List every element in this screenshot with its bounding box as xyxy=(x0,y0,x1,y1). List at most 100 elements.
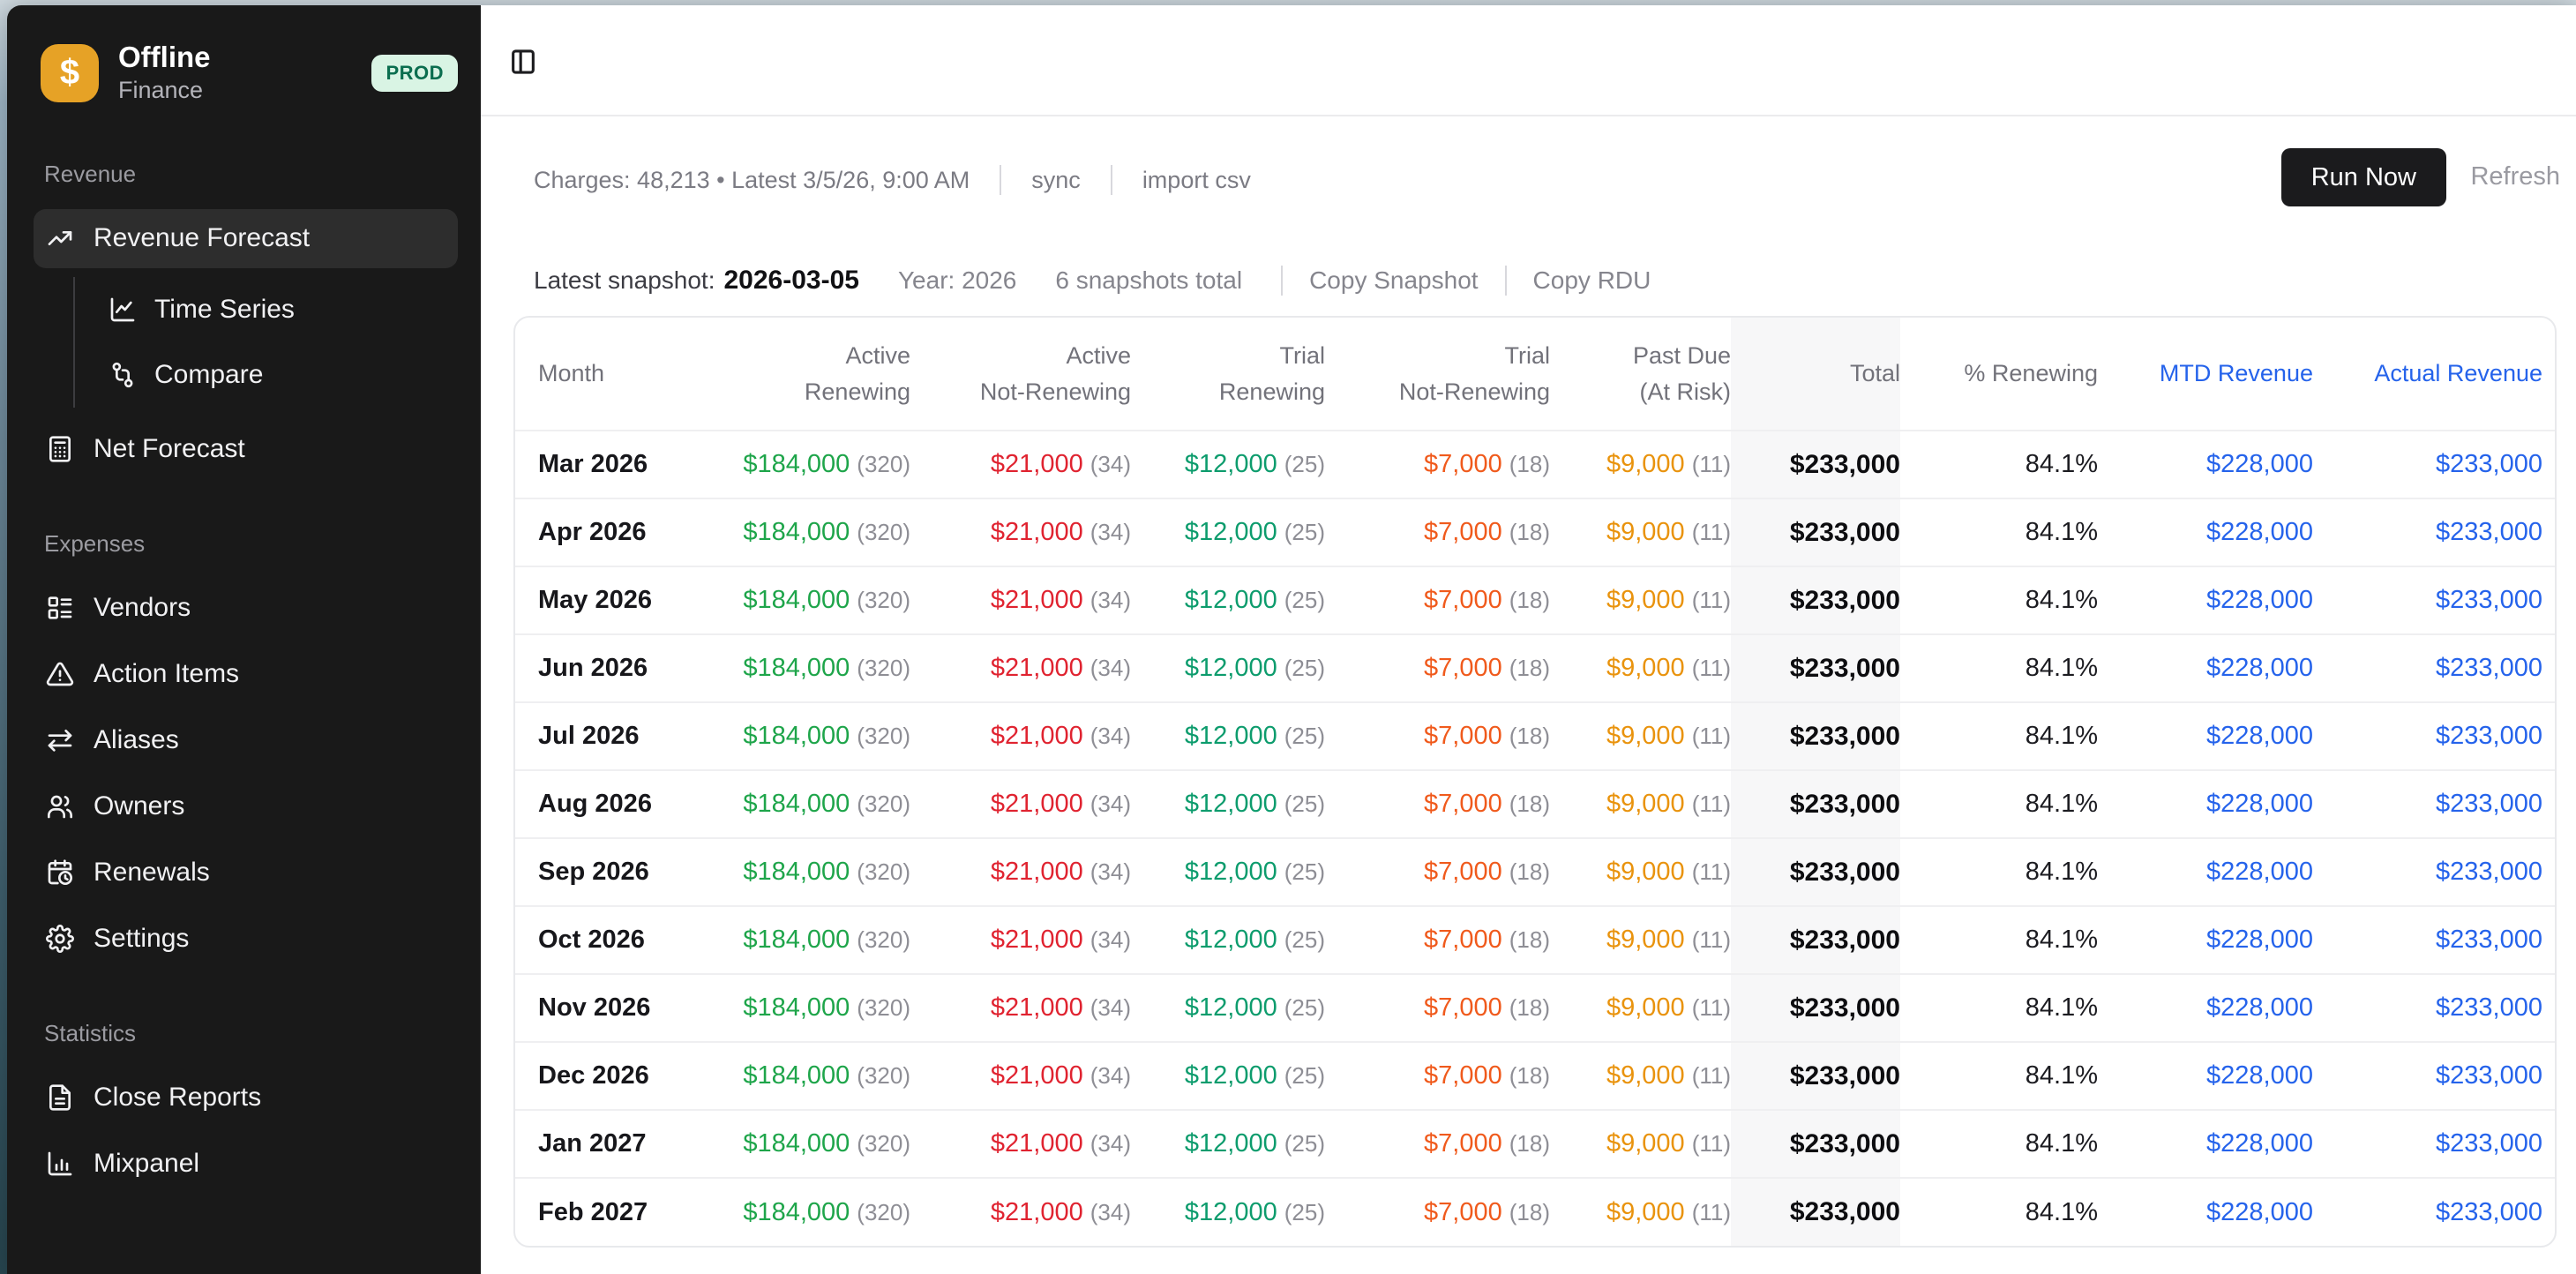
cell-month: Mar 2026 xyxy=(538,450,648,478)
cell-trial_renewing: $12,000 (25) xyxy=(1184,926,1325,954)
cell-past_due: $9,000 (11) xyxy=(1606,1061,1731,1090)
table-header-row: Month Active Renewing Active Not-Renewing T… xyxy=(515,318,2555,431)
run-now-button[interactable]: Run Now xyxy=(2280,148,2446,206)
charges-row: Charges: 48,213 • Latest 3/5/26, 9:00 AM… xyxy=(534,152,2276,208)
sidebar-item-mixpanel[interactable]: Mixpanel xyxy=(34,1135,458,1194)
refresh-button[interactable]: Refresh xyxy=(2470,162,2560,191)
cell-past_due: $9,000 (11) xyxy=(1606,1129,1731,1158)
cell-pct_renewing: 84.1% xyxy=(2025,1129,2098,1158)
cell-trial_not_renewing: $7,000 (18) xyxy=(1424,722,1550,750)
app-window: $ Offline Finance PROD Revenue Revenue F… xyxy=(7,5,2576,1274)
cell-mtd_revenue[interactable]: $228,000 xyxy=(2206,450,2313,478)
revenue-forecast-sublist: Time Series Compare xyxy=(73,276,458,408)
cell-past_due: $9,000 (11) xyxy=(1606,518,1731,546)
sync-link[interactable]: sync xyxy=(1031,166,1081,193)
cell-past_due: $9,000 (11) xyxy=(1606,722,1731,750)
cell-mtd_revenue[interactable]: $228,000 xyxy=(2206,858,2313,886)
column-header-actual_revenue[interactable]: Actual Revenue xyxy=(2374,360,2542,387)
column-header-mtd_revenue[interactable]: MTD Revenue xyxy=(2159,360,2313,387)
table-row: Jan 2027 $184,000 (320) $21,000 (34) $12,000(… xyxy=(515,1110,2555,1178)
sidebar-item-net-forecast[interactable]: Net Forecast xyxy=(34,420,458,479)
table-row: Oct 2026 $184,000 (320) $21,000 (34) $12,000(… xyxy=(515,906,2555,974)
cell-month: Apr 2026 xyxy=(538,518,647,546)
cell-trial_not_renewing: $7,000 (18) xyxy=(1424,450,1550,478)
sidebar-item-label: Vendors xyxy=(94,593,191,623)
cell-actual_revenue[interactable]: $233,000 xyxy=(2436,790,2542,818)
cell-pct_renewing: 84.1% xyxy=(2025,1061,2098,1090)
cell-mtd_revenue[interactable]: $228,000 xyxy=(2206,722,2313,750)
cell-actual_revenue[interactable]: $233,000 xyxy=(2436,858,2542,886)
column-header-pct_renewing: % Renewing xyxy=(1964,360,2098,387)
cell-trial_not_renewing: $7,000 (18) xyxy=(1424,993,1550,1022)
cell-past_due: $9,000 (11) xyxy=(1606,654,1731,682)
cell-active_not_renewing: $21,000 (34) xyxy=(990,450,1131,478)
cell-mtd_revenue[interactable]: $228,000 xyxy=(2206,586,2313,614)
dollar-logo-icon: $ xyxy=(41,43,99,102)
sidebar-item-renewals[interactable]: Renewals xyxy=(34,843,458,903)
cell-actual_revenue[interactable]: $233,000 xyxy=(2436,518,2542,546)
cell-mtd_revenue[interactable]: $228,000 xyxy=(2206,1061,2313,1090)
cell-mtd_revenue[interactable]: $228,000 xyxy=(2206,1197,2313,1226)
sidebar-item-label: Settings xyxy=(94,924,190,954)
copy-rdu-button[interactable]: Copy RDU xyxy=(1532,266,1651,294)
cell-trial_renewing: $12,000 (25) xyxy=(1184,1197,1325,1226)
cell-active_renewing: $184,000 (320) xyxy=(743,1197,910,1226)
cell-actual_revenue[interactable]: $233,000 xyxy=(2436,654,2542,682)
cell-actual_revenue[interactable]: $233,000 xyxy=(2436,722,2542,750)
cell-pct_renewing: 84.1% xyxy=(2025,858,2098,886)
cell-trial_not_renewing: $7,000 (18) xyxy=(1424,1197,1550,1226)
sidebar-item-aliases[interactable]: Aliases xyxy=(34,711,458,770)
gear-icon xyxy=(46,925,74,954)
sidebar-item-compare[interactable]: Compare xyxy=(75,342,458,408)
cell-pct_renewing: 84.1% xyxy=(2025,993,2098,1022)
sidebar-item-action-items[interactable]: Action Items xyxy=(34,645,458,704)
sidebar-item-close-reports[interactable]: Close Reports xyxy=(34,1068,458,1128)
cell-active_renewing: $184,000 (320) xyxy=(743,586,910,614)
divider xyxy=(1281,266,1284,296)
sidebar-item-owners[interactable]: Owners xyxy=(34,777,458,836)
cell-active_not_renewing: $21,000 (34) xyxy=(990,858,1131,886)
sidebar-item-revenue-forecast[interactable]: Revenue Forecast xyxy=(34,208,458,268)
sidebar-item-time-series[interactable]: Time Series xyxy=(75,277,458,342)
section-label-revenue: Revenue xyxy=(44,160,137,187)
sidebar-item-settings[interactable]: Settings xyxy=(34,910,458,969)
section-label-statistics: Statistics xyxy=(44,1019,137,1046)
column-header-trial_renewing: Trial Renewing xyxy=(1218,342,1325,405)
cell-mtd_revenue[interactable]: $228,000 xyxy=(2206,518,2313,546)
divider xyxy=(1000,165,1002,195)
cell-trial_not_renewing: $7,000 (18) xyxy=(1424,790,1550,818)
cell-trial_not_renewing: $7,000 (18) xyxy=(1424,1129,1550,1158)
cell-mtd_revenue[interactable]: $228,000 xyxy=(2206,654,2313,682)
cell-past_due: $9,000 (11) xyxy=(1606,926,1731,954)
cell-mtd_revenue[interactable]: $228,000 xyxy=(2206,993,2313,1022)
cell-trial_renewing: $12,000 (25) xyxy=(1184,654,1325,682)
cell-active_not_renewing: $21,000 (34) xyxy=(990,926,1131,954)
sidebar-item-vendors[interactable]: Vendors xyxy=(34,579,458,638)
cell-actual_revenue[interactable]: $233,000 xyxy=(2436,1061,2542,1090)
cell-month: Aug 2026 xyxy=(538,790,652,818)
cell-actual_revenue[interactable]: $233,000 xyxy=(2436,926,2542,954)
cell-mtd_revenue[interactable]: $228,000 xyxy=(2206,926,2313,954)
import-csv-link[interactable]: import csv xyxy=(1142,166,1251,193)
cell-month: Jan 2027 xyxy=(538,1129,647,1158)
copy-snapshot-button[interactable]: Copy Snapshot xyxy=(1309,266,1479,294)
cell-active_renewing: $184,000 (320) xyxy=(743,790,910,818)
cell-mtd_revenue[interactable]: $228,000 xyxy=(2206,790,2313,818)
sidebar-toggle-icon[interactable] xyxy=(508,47,538,77)
trending-up-icon xyxy=(46,224,74,252)
git-compare-icon xyxy=(109,361,137,389)
cell-actual_revenue[interactable]: $233,000 xyxy=(2436,586,2542,614)
cell-month: Oct 2026 xyxy=(538,926,645,954)
cell-trial_not_renewing: $7,000 (18) xyxy=(1424,586,1550,614)
cell-actual_revenue[interactable]: $233,000 xyxy=(2436,993,2542,1022)
cell-actual_revenue[interactable]: $233,000 xyxy=(2436,450,2542,478)
table-row: Nov 2026 $184,000 (320) $21,000 (34) $12,000(… xyxy=(515,974,2555,1042)
cell-month: Jul 2026 xyxy=(538,722,640,750)
cell-mtd_revenue[interactable]: $228,000 xyxy=(2206,1129,2313,1158)
cell-month: Dec 2026 xyxy=(538,1061,649,1090)
topbar xyxy=(481,5,2576,116)
cell-actual_revenue[interactable]: $233,000 xyxy=(2436,1197,2542,1226)
cell-actual_revenue[interactable]: $233,000 xyxy=(2436,1129,2542,1158)
table-row: May 2026 $184,000 (320) $21,000 (34) $12,000(… xyxy=(515,566,2555,634)
year-label: Year: 2026 xyxy=(897,266,1017,294)
